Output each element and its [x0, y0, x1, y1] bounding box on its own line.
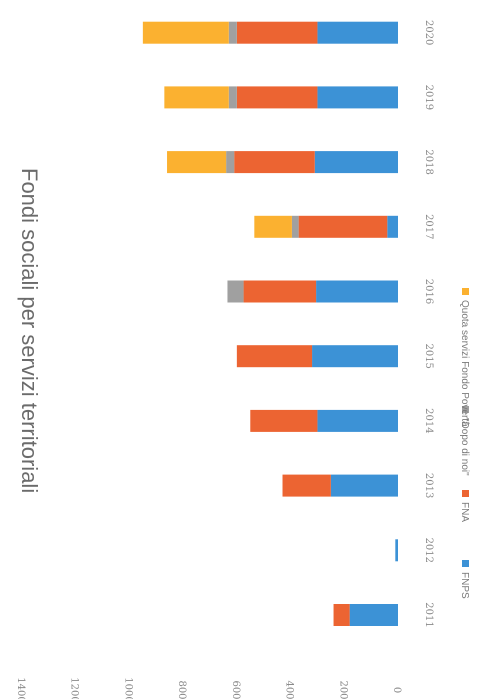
- category-label-2012: 2012: [423, 538, 434, 563]
- category-label-2018: 2018: [423, 149, 434, 174]
- value-tick-1000: 1000: [122, 677, 133, 699]
- bar-2018-series-1: [234, 151, 315, 174]
- chart-title: Fondi sociali per servizi territoriali: [17, 168, 42, 493]
- bar-2020-series-3: [142, 21, 229, 44]
- category-label-2020: 2020: [423, 20, 434, 45]
- category-label-2017: 2017: [423, 214, 434, 239]
- bar-2017-series-0: [387, 215, 398, 238]
- bar-2016-series-0: [316, 280, 398, 303]
- bar-2016-series-2: [227, 280, 244, 303]
- bar-2015-series-1: [236, 345, 313, 368]
- bar-2017-series-1: [298, 215, 388, 238]
- legend-label-3: Quota servizi Fondo Povertà: [459, 300, 470, 427]
- category-label-2011: 2011: [423, 602, 434, 627]
- bar-2017-series-2: [291, 215, 299, 238]
- legend: FNPS FNA "Dopo di noi"Quota servizi Fondo …: [459, 288, 470, 599]
- value-tick-1200: 1200: [69, 677, 80, 699]
- value-tick-600: 600: [230, 680, 241, 699]
- bar-2018-series-3: [167, 151, 227, 174]
- legend-swatch-3: [462, 288, 469, 295]
- bar-2014-series-1: [250, 409, 318, 432]
- category-label-2015: 2015: [423, 343, 434, 368]
- legend-label-2: "Dopo di noi": [459, 418, 470, 476]
- bar-2016-series-1: [243, 280, 317, 303]
- value-tick-400: 400: [284, 680, 295, 699]
- bar-2018-series-0: [314, 151, 398, 174]
- value-tick-800: 800: [176, 680, 187, 699]
- value-axis-ticks: 0 200 400 600 800 1000 1200 1400: [15, 677, 402, 699]
- bar-2012-series-0: [395, 539, 398, 562]
- bar-2019-series-0: [317, 86, 398, 109]
- legend-label-0: FNPS: [459, 572, 470, 599]
- bars-group: [142, 21, 398, 626]
- bar-2020-series-2: [228, 21, 237, 44]
- chart-rotated-canvas: Fondi sociali per servizi territoriali 0…: [15, 20, 470, 699]
- bar-2018-series-2: [226, 151, 235, 174]
- category-label-2013: 2013: [423, 473, 434, 498]
- bar-2015-series-0: [312, 345, 398, 368]
- legend-swatch-2: [462, 406, 469, 413]
- bar-2017-series-3: [254, 215, 292, 238]
- value-tick-0: 0: [391, 687, 402, 693]
- category-label-2016: 2016: [423, 279, 434, 304]
- bar-2011-series-0: [349, 604, 398, 626]
- bar-2019-series-3: [164, 86, 229, 109]
- value-tick-200: 200: [337, 680, 348, 699]
- category-label-2014: 2014: [423, 408, 434, 433]
- category-label-2019: 2019: [423, 85, 434, 110]
- category-axis-labels: 2011 2012 2013 2014 2015 2016 2017 2018 2019 2020: [423, 20, 434, 628]
- legend-swatch-0: [462, 560, 469, 567]
- bar-2011-series-1: [333, 604, 350, 626]
- bar-2019-series-2: [228, 86, 237, 109]
- bar-2013-series-1: [282, 474, 331, 497]
- bar-2019-series-1: [236, 86, 318, 109]
- legend-swatch-1: [462, 490, 469, 497]
- bar-2013-series-0: [330, 474, 398, 497]
- bar-2014-series-0: [317, 409, 398, 432]
- bar-2020-series-0: [317, 21, 398, 44]
- value-tick-1400: 1400: [15, 677, 26, 699]
- legend-label-1: FNA: [459, 502, 470, 522]
- bar-2020-series-1: [236, 21, 318, 44]
